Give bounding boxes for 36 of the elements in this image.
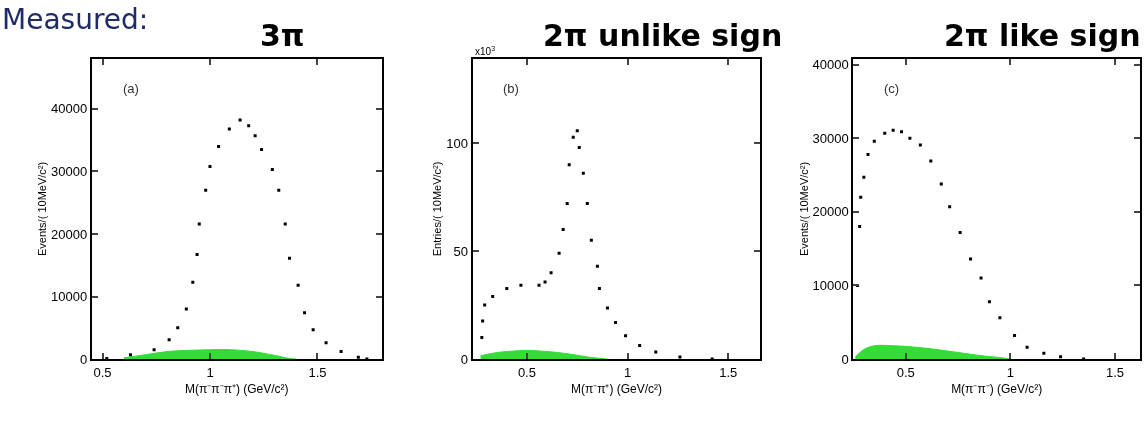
y-axis-title: Events/( 10MeV/c²) [36,161,49,257]
x-tick-label: 1.5 [719,364,738,380]
chart-title: 2π like sign [944,18,1141,53]
y-tick-label: 10000 [812,278,849,294]
x-axis-title: M(π⁻π⁻π⁺) (GeV/c²) [185,382,289,397]
y-tick-label: 0 [79,351,88,367]
y-tick-label: 100 [446,135,468,151]
chart-title: 2π unlike sign [543,18,783,53]
annotation: (c) [884,81,900,96]
y-tick-label: 0 [841,351,849,367]
y-tick-label: 30000 [51,163,88,179]
annotation: (a) [123,81,139,96]
x-tick-label: 1 [623,364,632,380]
x-tick-label: 1.5 [1105,364,1125,380]
x-tick-label: 1.5 [308,364,327,380]
chart-title: 3π [260,18,305,53]
y-axis-title: Events/( 10MeV/c²) [797,161,810,257]
y-tick-label: 50 [453,243,468,259]
y-tick-label: 40000 [51,101,88,117]
x-axis-title: M(π⁻π⁻) (GeV/c²) [951,382,1043,397]
text: Measured: [2,3,149,36]
x-tick-label: 0.5 [93,364,112,380]
x-axis-title: M(π⁻π⁺) (GeV/c²) [570,382,663,397]
x-tick-label: 1 [1006,364,1014,380]
y-axis-title: Entries/( 10MeV/c²) [431,161,444,257]
y-tick-label: 0 [460,351,468,367]
y-tick-label: 20000 [812,204,849,220]
text: x10$^{3}$ [475,45,496,58]
y-tick-label: 10000 [51,289,88,305]
y-tick-label: 40000 [812,57,849,73]
x-tick-label: 0.5 [517,364,536,380]
y-tick-label: 30000 [812,130,849,146]
y-tick-label: 20000 [51,226,88,242]
x-tick-label: 0.5 [896,364,915,380]
annotation: (b) [503,81,519,96]
x-tick-label: 1 [206,364,214,380]
